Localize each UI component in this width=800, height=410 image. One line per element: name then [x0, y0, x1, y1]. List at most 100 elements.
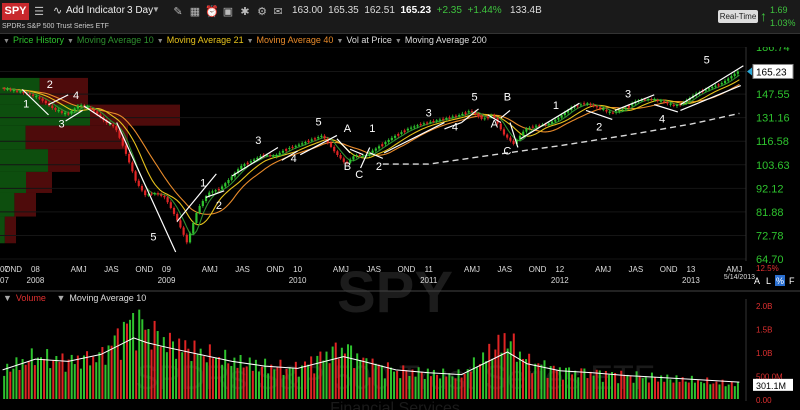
wave-label: 4 [659, 114, 665, 126]
price-candle [669, 103, 672, 105]
price-candle [416, 125, 419, 127]
chevron-down-icon[interactable]: ▼ [66, 38, 74, 45]
trend-line [281, 150, 298, 161]
volume-bar [635, 371, 638, 399]
x-axis-tick: 08 [31, 265, 40, 274]
price-candle [12, 90, 15, 92]
trend-line [65, 109, 83, 122]
volume-bar [494, 349, 497, 399]
list-icon[interactable]: ☰ [34, 5, 44, 18]
price-candle [272, 155, 275, 157]
x-axis-year: 2011 [420, 276, 438, 285]
legend-item[interactable]: Vol at Price [346, 35, 392, 45]
volume-bar [159, 346, 162, 399]
volume-bar [119, 359, 122, 399]
price-candle [506, 134, 509, 138]
settings-icon[interactable]: ⚙ [257, 5, 267, 18]
volume-bar [696, 380, 699, 399]
volume-legend: ▼ Volume ▼ Moving Average 10 [3, 293, 146, 303]
volume-bar [564, 367, 567, 399]
volume-bar [451, 376, 454, 399]
volume-bar [568, 367, 571, 399]
volume-bar [552, 365, 555, 399]
price-candle [80, 105, 83, 107]
volume-moving-average-line [2, 337, 740, 383]
alarm-icon[interactable]: ⏰ [205, 5, 219, 18]
price-candle [711, 86, 714, 89]
price-candle [313, 138, 317, 140]
x-axis-tick: OND [135, 265, 153, 274]
price-chart[interactable]: SPYSPDRs S&P 500 Trust Series ETFFinanci… [0, 47, 800, 410]
volume-bar [706, 377, 709, 399]
chevron-down-icon[interactable]: ▼ [3, 38, 10, 45]
price-candle [89, 108, 92, 110]
price-candle [582, 103, 586, 105]
realtime-button[interactable]: Real-Time [718, 10, 758, 23]
trend-line [299, 134, 338, 156]
volume-bar [414, 376, 417, 399]
price-axis-tick: 116.58 [756, 136, 789, 148]
legend-item[interactable]: Moving Average 200 [404, 35, 487, 45]
volume-bar [736, 382, 739, 399]
wave-label: A [344, 123, 352, 135]
volume-bar [294, 361, 297, 399]
price-candle [236, 169, 240, 173]
volume-bar [442, 368, 445, 399]
legend-item[interactable]: Moving Average 10 [76, 35, 154, 45]
chevron-down-icon[interactable]: ▼ [152, 5, 160, 14]
volume-at-price-down [26, 171, 52, 193]
add-indicator-button[interactable]: Add Indicator [66, 5, 125, 16]
legend-item[interactable]: Moving Average 40 [256, 35, 334, 45]
price-candle [182, 227, 185, 235]
calendar-icon[interactable]: ▣ [222, 5, 234, 18]
wave-label: 3 [625, 89, 631, 101]
volume-bar [347, 344, 350, 399]
legend-item[interactable]: Price History [12, 35, 64, 45]
volume-bar [650, 372, 653, 399]
price-candle [592, 105, 595, 107]
volume-bar [472, 357, 475, 399]
volume-bar [727, 384, 730, 399]
volume-bar [199, 348, 202, 399]
wave-label: 1 [553, 100, 559, 112]
chevron-down-icon[interactable]: ▼ [156, 38, 164, 45]
trend-line [500, 109, 511, 119]
chevron-down-icon[interactable]: ▼ [336, 38, 344, 45]
volume-bar [534, 363, 537, 399]
volume-bar [245, 366, 248, 399]
chevron-down-icon[interactable]: ▼ [56, 293, 66, 303]
draw-tool-icon[interactable]: ✎ [173, 5, 183, 18]
volume-bar [712, 383, 715, 399]
timeframe-selector[interactable]: 3 Day [127, 5, 154, 16]
current-price-label: 165.23 [756, 67, 787, 78]
volume-bar [3, 375, 6, 399]
volume-bar [537, 363, 540, 399]
comment-icon[interactable]: ✉ [273, 5, 283, 18]
volume-bar [86, 351, 89, 399]
x-axis-tick: OND [529, 265, 547, 274]
quote-last: 165.23 [400, 5, 432, 16]
price-candle [419, 124, 422, 126]
x-axis-tick: JAS [235, 265, 250, 274]
chevron-down-icon[interactable]: ▼ [246, 38, 254, 45]
price-candle [22, 92, 25, 94]
volume-bar [98, 352, 101, 399]
legend-item[interactable]: Moving Average 21 [166, 35, 244, 45]
grid-icon[interactable]: ▦ [189, 5, 201, 18]
price-candle [390, 137, 393, 140]
volume-bar [6, 363, 9, 399]
price-candle [666, 102, 669, 104]
price-candle [675, 104, 679, 106]
price-candle [121, 137, 124, 146]
volume-bar [172, 341, 175, 399]
ticker-badge[interactable]: SPY [2, 3, 29, 20]
chevron-down-icon[interactable]: ▼ [3, 293, 12, 303]
pin-icon[interactable]: ✱ [240, 5, 250, 18]
chevron-down-icon[interactable]: ▼ [394, 38, 402, 45]
indicator-icon[interactable]: ∿ [53, 5, 63, 17]
volume-bar [491, 358, 494, 399]
volume-axis-tick: 2.0B [756, 302, 772, 311]
volume-bar [555, 370, 558, 399]
volume-bar [233, 357, 236, 399]
volume-at-price-down [25, 125, 129, 150]
